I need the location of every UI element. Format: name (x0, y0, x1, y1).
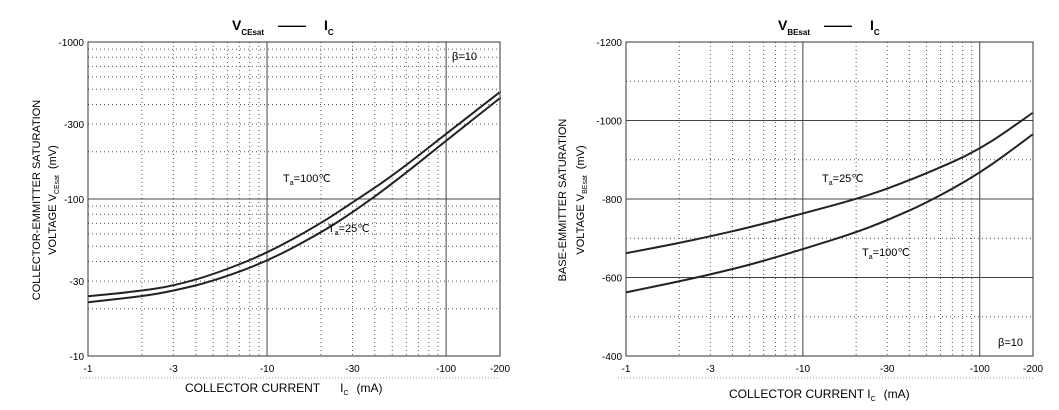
plot-frame (625, 41, 1034, 357)
x-tick-label: -3 (169, 364, 178, 375)
y-axis-title-voltage: VOLTAGE (575, 201, 587, 254)
x-axis-title-unit: (mA) (357, 381, 383, 395)
chart-title-main2: I (870, 17, 874, 33)
x-axis-title-sub: C (871, 396, 876, 403)
x-axis-title-unit: (mA) (884, 387, 910, 401)
y-axis-title-line2: VOLTAGE VCEsat (mV) (47, 145, 61, 255)
chart-title-sub2: C (874, 28, 880, 37)
chart-title-sub: BEsat (787, 28, 810, 37)
y-axis-title-line1: COLLECTOR-EMMITTER SATURATION (31, 100, 43, 301)
x-axis-title-text: COLLECTOR CURRENT I (729, 387, 871, 401)
series-label-main: T (283, 173, 290, 185)
y-tick-label: -1000 (58, 38, 84, 49)
series-line (625, 111, 1034, 255)
y-axis-title-line2: VOLTAGE VBEsat (mV) (575, 145, 589, 254)
chart-vcesat: -1 -3 -10 -30 -100 -200-10-30-100-300-1000VCE… (31, 17, 510, 397)
x-axis-title: COLLECTOR CURRENT IC (mA) (185, 381, 383, 397)
x-tick-label: -30 (880, 364, 895, 375)
chart-title: VCEsat —— IC (232, 17, 334, 37)
y-tick-label: -400 (602, 352, 622, 363)
series-label-sub: a (869, 254, 873, 261)
beta-label: β=10 (998, 337, 1023, 349)
plot-frame (87, 41, 501, 357)
series-label-rest: =100℃ (294, 173, 331, 185)
series-label-main: T (328, 223, 335, 235)
y-axis-title-symbol: V (47, 193, 59, 201)
y-tick-label: -800 (602, 195, 622, 206)
x-tick-label: -3 (706, 364, 715, 375)
chart-title-sub2: C (328, 28, 334, 37)
chart-title: VBEsat —— IC (778, 17, 880, 37)
y-axis-title-symbol: V (575, 193, 587, 201)
chart-title-main: V (232, 17, 242, 33)
series-label: Ta=100℃ (283, 173, 331, 187)
x-tick-label: -1 (84, 364, 93, 375)
chart-title-sub: CEsat (241, 28, 264, 37)
series-line (625, 133, 1034, 294)
series-label: Ta=25℃ (822, 173, 864, 187)
y-axis-title-sub: BEsat (582, 175, 589, 194)
x-axis-title-text: COLLECTOR CURRENT (185, 381, 321, 395)
x-tick-label: -30 (345, 364, 360, 375)
series-label-rest: =25℃ (833, 173, 864, 185)
x-tick-label: -10 (260, 364, 275, 375)
beta-label: β=10 (452, 51, 477, 63)
chart-title-main2: I (324, 17, 328, 33)
x-axis-title: COLLECTOR CURRENT IC (mA) (729, 387, 910, 403)
y-tick-label: -100 (64, 195, 84, 206)
y-axis-title-unit: (mV) (575, 145, 587, 169)
series-line (87, 91, 502, 298)
y-axis-title-voltage: VOLTAGE (47, 201, 59, 254)
series-label: Ta=100℃ (862, 247, 910, 261)
x-tick-label: -200 (1023, 364, 1043, 375)
x-tick-label: -100 (436, 364, 456, 375)
y-tick-label: -600 (602, 274, 622, 285)
series-label-rest: =100℃ (873, 247, 910, 259)
y-tick-label: -300 (64, 120, 84, 131)
y-tick-label: -1200 (596, 38, 622, 49)
series-label-main: T (862, 247, 869, 259)
series-label-main: T (822, 173, 829, 185)
series-line (87, 97, 502, 304)
chart-title-sep: —— (278, 17, 306, 33)
y-axis-title-unit: (mV) (47, 145, 59, 169)
chart-vbesat: -1 -3 -10 -30 -100 -200 -400 -600 -800 -1000 -1200… (557, 17, 1043, 403)
series-label-sub: a (829, 180, 833, 187)
y-axis-title-sub: CEsat (54, 175, 61, 194)
x-tick-label: -200 (490, 364, 510, 375)
x-axis-title-sub: C (343, 390, 348, 397)
x-tick-label: -10 (796, 364, 811, 375)
series-label-sub: a (335, 230, 339, 237)
series-label: Ta=25℃ (328, 223, 370, 237)
y-axis-title-line1: BASE-EMMITTER SATURATION (557, 119, 569, 282)
chart-title-sep: —— (824, 17, 852, 33)
y-tick-label: -1000 (596, 117, 622, 128)
y-tick-label: -30 (70, 277, 85, 288)
x-tick-label: -100 (970, 364, 990, 375)
series-label-sub: a (290, 180, 294, 187)
y-tick-label: -10 (70, 352, 85, 363)
chart-title-main: V (778, 17, 788, 33)
x-tick-label: -1 (622, 364, 631, 375)
series-label-rest: =25℃ (339, 223, 370, 235)
x-axis-title-symbol: I (340, 381, 343, 395)
